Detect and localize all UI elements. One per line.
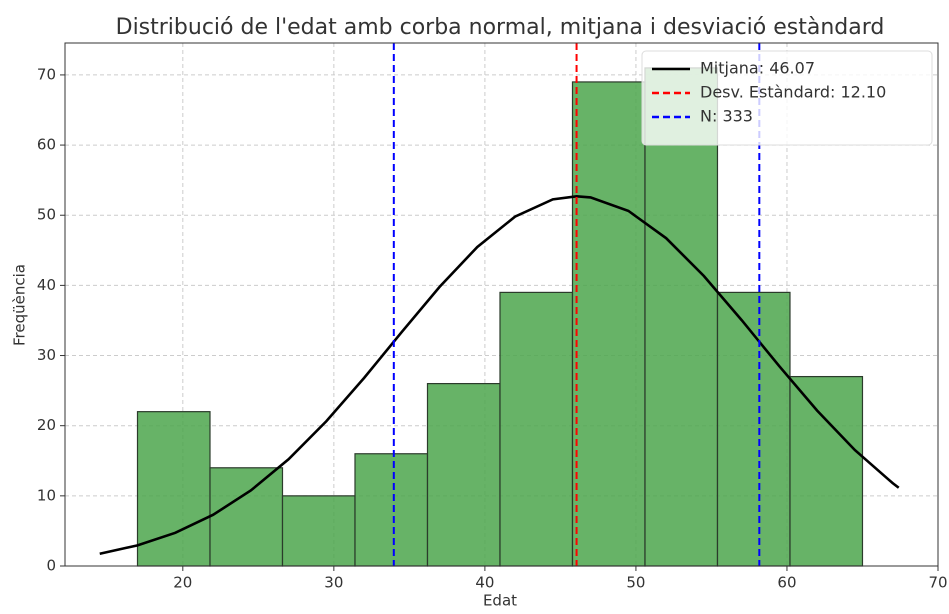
x-tick-label: 50 xyxy=(626,574,645,592)
bar xyxy=(499,291,574,567)
y-tick-label: 0 xyxy=(46,557,56,575)
y-tick-label: 10 xyxy=(37,486,56,504)
y-tick-label: 60 xyxy=(37,136,56,154)
legend-label: Mitjana: 46.07 xyxy=(700,59,815,78)
y-tick-label: 30 xyxy=(37,346,56,364)
x-tick-label: 20 xyxy=(173,574,192,592)
x-tick-label: 70 xyxy=(928,574,947,592)
y-tick-label: 40 xyxy=(37,276,56,294)
chart-title: Distribució de l'edat amb corba normal, … xyxy=(116,15,885,40)
bar xyxy=(789,375,864,567)
normal-curve xyxy=(99,194,900,555)
legend-box xyxy=(641,50,933,146)
x-axis-label: Edat xyxy=(483,592,517,610)
y-tick-label: 50 xyxy=(37,206,56,224)
y-tick-label: 70 xyxy=(37,65,56,83)
bar xyxy=(571,81,646,567)
y-tick-label: 20 xyxy=(37,416,56,434)
bar xyxy=(426,382,501,567)
x-tick-label: 60 xyxy=(777,574,796,592)
y-axis-label: Freqüència xyxy=(11,264,29,346)
bar xyxy=(209,467,284,567)
bar xyxy=(716,291,791,567)
x-tick-label: 40 xyxy=(475,574,494,592)
x-tick-label: 30 xyxy=(324,574,343,592)
bar xyxy=(281,495,356,567)
legend-label: N: 333 xyxy=(700,107,753,126)
legend: Mitjana: 46.07 Desv. Estàndard: 12.10 N: 3… xyxy=(641,50,933,146)
bar xyxy=(354,453,429,567)
legend-label: Desv. Estàndard: 12.10 xyxy=(700,83,886,102)
plot-frame xyxy=(64,42,939,567)
